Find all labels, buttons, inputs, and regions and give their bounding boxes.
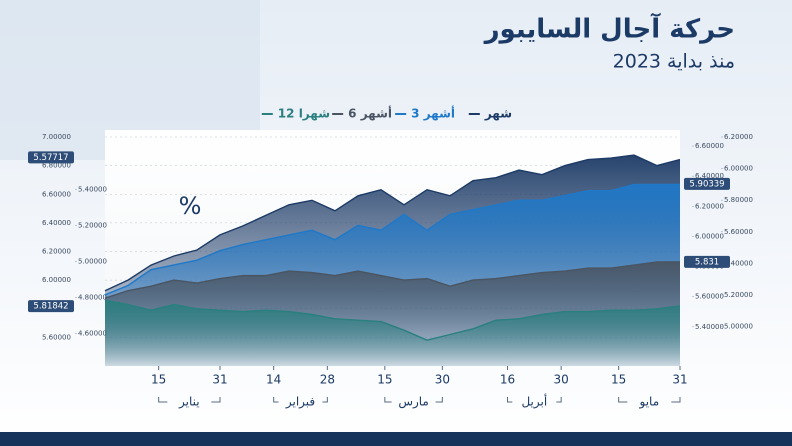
month-label: مايو: [639, 395, 660, 410]
y-tick-label: 6.00000: [42, 276, 71, 284]
y-tick-label: 6.60000: [695, 142, 724, 150]
x-tick-label: 30: [554, 373, 569, 387]
value-tag-label: 5.57717: [33, 153, 68, 163]
month-bracket: [158, 397, 221, 403]
series-line: [104, 299, 681, 341]
y-tick-label: 6.40000: [42, 219, 71, 227]
month-label: يناير: [178, 395, 200, 410]
month-label: فبراير: [285, 395, 315, 410]
x-tick-label: 15: [377, 373, 392, 387]
y-tick-label: 5.80000: [724, 196, 753, 204]
y-tick-label: 5.40000: [78, 185, 107, 193]
y-tick-label: 5.40000: [724, 259, 753, 267]
value-tag-label: 5.81842: [33, 302, 68, 312]
x-tick-label: 28: [320, 373, 335, 387]
series-line: [104, 183, 680, 296]
month-label: مارس: [398, 395, 429, 410]
value-tag-box: [684, 177, 730, 190]
x-tick-label: 15: [151, 373, 166, 387]
value-tag-box: [28, 151, 74, 164]
value-tag-box: [28, 300, 74, 313]
month-bracket: [507, 397, 562, 403]
y-tick-label: 6.00000: [724, 165, 753, 173]
legend-label: 12 شهرا: [278, 107, 330, 121]
y-tick-label: 7.00000: [42, 133, 71, 141]
y-tick-label: 6.20000: [695, 202, 724, 210]
x-tick-label: 30: [435, 373, 450, 387]
y-tick-label: 4.60000: [78, 330, 107, 338]
y-tick-label: 5.40000: [695, 323, 724, 331]
chart-title: حركة آجال السايبور: [483, 13, 735, 45]
value-tag-label: 5.90339: [689, 179, 724, 189]
legend-label: 6 أشهر: [348, 106, 392, 121]
month-bracket: [618, 397, 681, 403]
value-tag-box: [684, 255, 730, 268]
y-tick-label: 5.00000: [78, 257, 107, 265]
x-tick-label: 16: [500, 373, 515, 387]
x-tick-label: 15: [611, 373, 626, 387]
unit-annotation: %: [179, 192, 202, 220]
x-tick-label: 14: [266, 373, 281, 387]
y-tick-label: 6.00000: [695, 232, 724, 240]
x-tick-label: 31: [672, 373, 687, 387]
legend-label: 3 أشهر: [411, 106, 455, 121]
y-tick-label: 5.20000: [724, 291, 753, 299]
y-tick-label: 6.40000: [695, 172, 724, 180]
legend-label: شهر: [484, 107, 512, 121]
y-tick-label: 5.60000: [695, 293, 724, 301]
month-bracket: [273, 397, 328, 403]
month-bracket: [384, 397, 443, 403]
chart-subtitle: منذ بداية 2023: [613, 51, 735, 73]
y-tick-label: 5.00000: [724, 323, 753, 331]
y-tick-label: 5.20000: [78, 221, 107, 229]
y-tick-label: 5.60000: [42, 333, 71, 341]
y-tick-label: 4.80000: [78, 293, 107, 301]
series-line: [104, 154, 681, 292]
month-label: أبريل: [521, 394, 547, 410]
value-tag-label: 5.831: [695, 257, 719, 267]
y-tick-label: 6.20000: [42, 248, 71, 256]
area-fill: [105, 300, 680, 366]
x-tick-label: 31: [212, 373, 227, 387]
series-line: [104, 261, 680, 299]
y-tick-label: 6.60000: [42, 190, 71, 198]
footer-band: [0, 432, 792, 446]
y-tick-label: 6.80000: [42, 162, 71, 170]
y-tick-label: 6.20000: [724, 133, 753, 141]
y-tick-label: 5.60000: [724, 228, 753, 236]
